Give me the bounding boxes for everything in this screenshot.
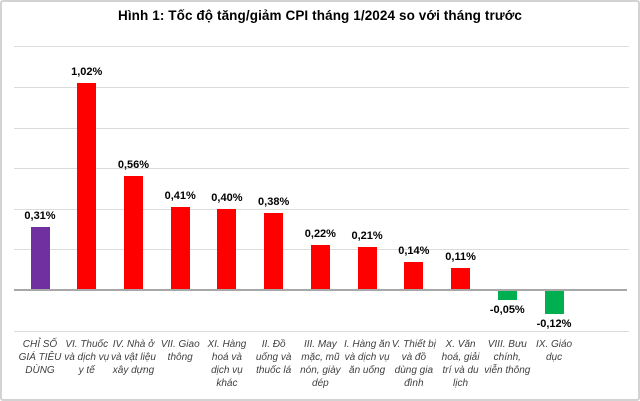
bar-value-label: 0,11% <box>445 250 476 263</box>
category-label: X. Văn hoá, giải trí và du lịch <box>441 339 480 389</box>
bar-value-label: 0,56% <box>117 159 150 172</box>
category-label: VIII. Bưu chính, viễn thông <box>484 339 531 376</box>
gridline <box>14 330 629 332</box>
bar-value-label: 0,41% <box>164 189 196 202</box>
bar-value-label: 0,40% <box>211 191 243 204</box>
bar <box>264 212 284 290</box>
bar-value-label: 0,22% <box>304 228 336 241</box>
category-label: VII. Giao thông <box>160 339 200 363</box>
gridline <box>14 87 629 88</box>
bar <box>404 261 424 290</box>
category-label: I. Hàng ăn và dịch vụ ăn uống <box>344 339 391 376</box>
bar-value-label: 1,02% <box>71 65 103 78</box>
chart-title: Hình 1: Tốc độ tăng/giảm CPI tháng 1/202… <box>117 8 523 23</box>
bar-value-label: 0,14% <box>398 244 430 257</box>
gridline <box>14 208 629 210</box>
bar-value-label: -0,05% <box>489 304 525 317</box>
bar-value-label: 0,38% <box>258 195 290 208</box>
bar-value-label: 0,21% <box>351 230 383 243</box>
bar <box>310 245 330 290</box>
gridline <box>14 46 629 48</box>
category-label: CHỈ SỐ GIÁ TIÊU DÙNG <box>18 339 62 376</box>
category-label: XI. Hàng hoá và dịch vụ khác <box>207 339 247 389</box>
bar <box>30 227 50 290</box>
category-label: V. Thiết bị và đồ dùng gia đình <box>391 339 436 389</box>
bar <box>170 206 190 290</box>
category-label: II. Đồ uống và thuốc lá <box>255 339 292 376</box>
category-label: IV. Nhà ở và vật liệu xây dựng <box>110 339 156 376</box>
bar-value-label: 0,31% <box>24 210 56 223</box>
gridline <box>14 127 629 129</box>
bar <box>123 176 143 290</box>
bar <box>357 247 377 290</box>
bar <box>544 290 564 315</box>
gridline <box>14 168 629 170</box>
category-label: III. May mặc, mũ nón, giày dép <box>300 339 341 389</box>
x-axis-baseline <box>14 289 627 291</box>
bar <box>451 267 471 290</box>
bar <box>497 290 517 301</box>
bar <box>77 82 97 290</box>
category-label: IX. Giáo dục <box>535 339 573 363</box>
category-label: VI. Thuốc và dịch vụ y tế <box>64 339 110 376</box>
bar <box>217 208 237 290</box>
bar-value-label: -0,12% <box>536 318 572 331</box>
